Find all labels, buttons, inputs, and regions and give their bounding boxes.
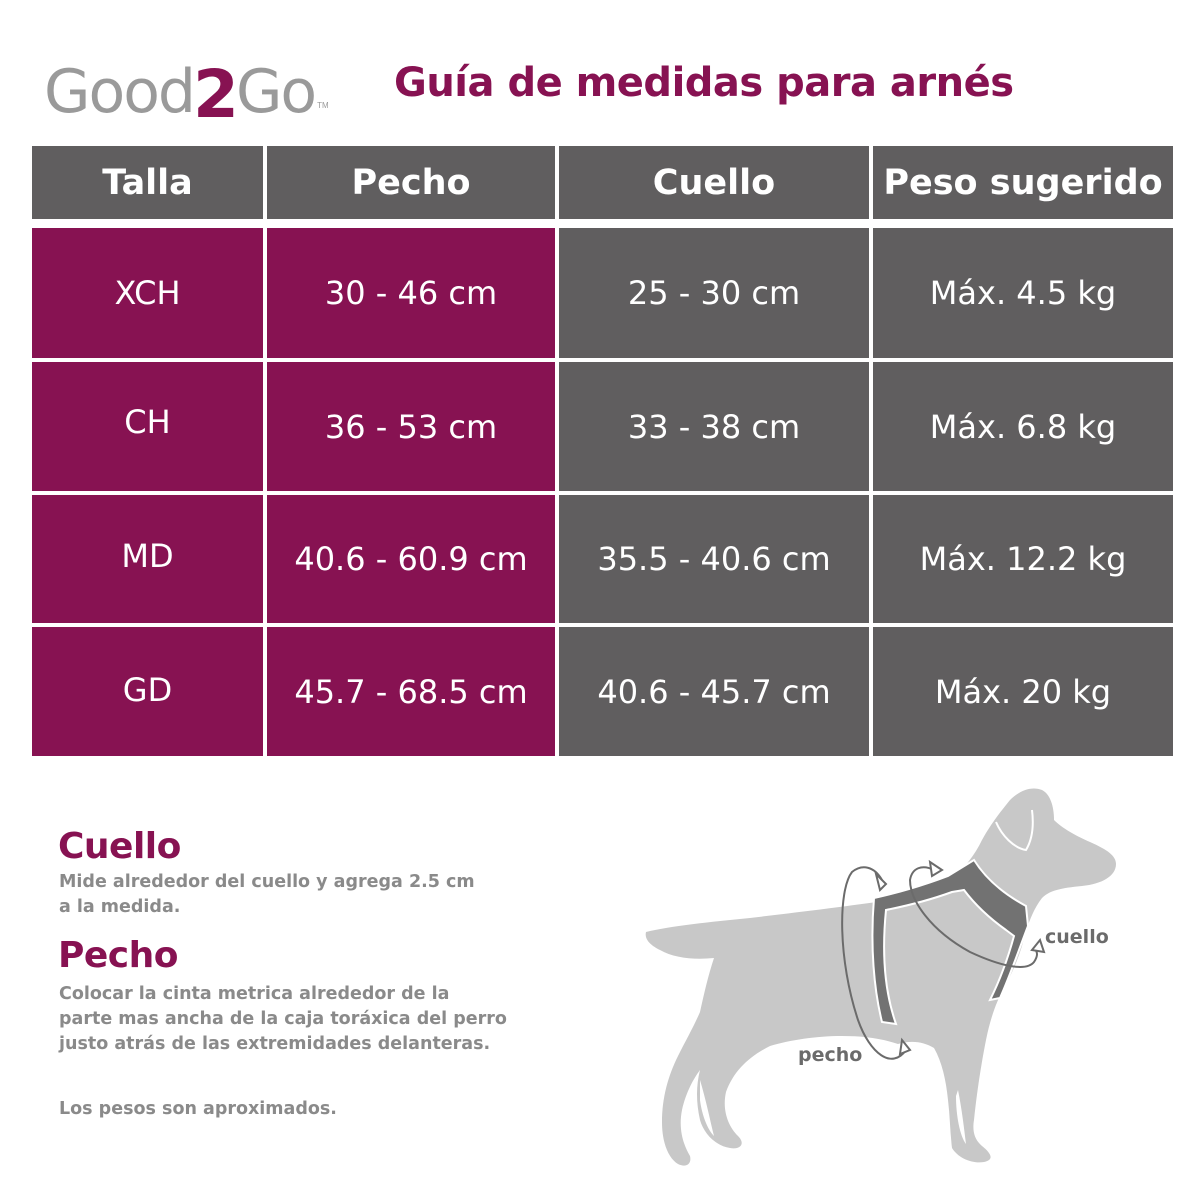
cell-talla: GD <box>32 627 263 756</box>
column-header-cuello: Cuello <box>559 146 869 219</box>
cell-cuello: 25 - 30 cm <box>559 228 869 358</box>
cell-talla: XCH <box>32 228 263 358</box>
pecho-label: pecho <box>798 1044 863 1066</box>
page-title: Guía de medidas para arnés <box>394 60 1014 106</box>
cuello-line-2: a la medida. <box>59 897 181 917</box>
cell-peso: Máx. 4.5 kg <box>873 228 1173 358</box>
cuello-line-1: Mide alrededor del cuello y agrega 2.5 c… <box>59 872 475 892</box>
pecho-description: Colocar la cinta metrica alrededor de la… <box>59 982 507 1057</box>
logo-trademark: TM <box>317 101 329 110</box>
cell-peso: Máx. 20 kg <box>873 627 1173 756</box>
dog-silhouette-icon <box>645 788 1116 1166</box>
cuello-description: Mide alrededor del cuello y agrega 2.5 c… <box>59 870 475 920</box>
cell-pecho: 40.6 - 60.9 cm <box>267 495 555 623</box>
pecho-line-2: parte mas ancha de la caja toráxica del … <box>59 1009 507 1029</box>
logo-text-good: Good <box>44 57 196 127</box>
cell-talla: CH <box>32 362 263 491</box>
logo-text-go: Go <box>235 57 317 127</box>
cuello-label: cuello <box>1045 926 1109 948</box>
pecho-line-1: Colocar la cinta metrica alrededor de la <box>59 984 450 1004</box>
dog-harness-diagram: cuello pecho <box>630 780 1150 1180</box>
cell-cuello: 40.6 - 45.7 cm <box>559 627 869 756</box>
cell-peso: Máx. 12.2 kg <box>873 495 1173 623</box>
weights-note: Los pesos son aproximados. <box>59 1099 337 1119</box>
brand-logo: Good 2 Go TM <box>44 52 329 128</box>
column-header-talla: Talla <box>32 146 263 219</box>
cuello-heading: Cuello <box>58 826 181 867</box>
pecho-line-3: justo atrás de las extremidades delanter… <box>59 1034 491 1054</box>
cell-pecho: 45.7 - 68.5 cm <box>267 627 555 756</box>
column-header-pecho: Pecho <box>267 146 555 219</box>
cell-cuello: 35.5 - 40.6 cm <box>559 495 869 623</box>
cell-pecho: 30 - 46 cm <box>267 228 555 358</box>
column-header-peso: Peso sugerido <box>873 146 1173 219</box>
cell-cuello: 33 - 38 cm <box>559 362 869 491</box>
pecho-heading: Pecho <box>58 935 179 976</box>
logo-text-two: 2 <box>193 56 239 133</box>
cell-talla: MD <box>32 495 263 623</box>
cell-pecho: 36 - 53 cm <box>267 362 555 491</box>
cell-peso: Máx. 6.8 kg <box>873 362 1173 491</box>
